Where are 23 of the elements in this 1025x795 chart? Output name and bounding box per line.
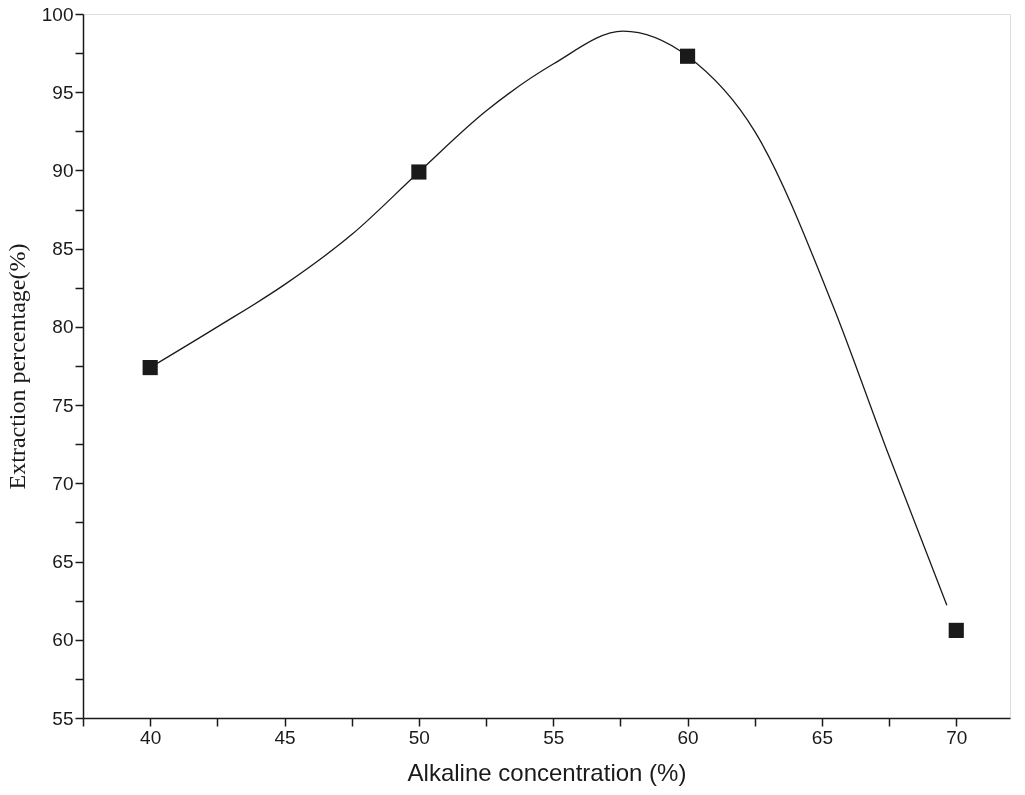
y-axis-title: Extraction percentage(%) [3, 243, 30, 490]
y-tick-label: 75 [52, 394, 74, 416]
y-tick-label: 80 [52, 316, 74, 338]
y-tick-label: 90 [52, 159, 74, 181]
y-tick-label: 85 [52, 238, 74, 260]
x-tick-label: 40 [140, 726, 162, 748]
point [411, 164, 427, 180]
y-tick-label: 65 [52, 551, 74, 573]
x-tick-label: 60 [677, 726, 699, 748]
x-tick-label: 50 [408, 726, 430, 748]
x-tick-label: 55 [543, 726, 565, 748]
y-tick-label: 70 [52, 472, 74, 494]
x-axis-title: Alkaline concentration (%) [407, 758, 687, 786]
x-tick-label: 45 [274, 726, 296, 748]
y-tick-label: 95 [52, 81, 74, 103]
point [679, 48, 696, 64]
x-tick-label: 65 [811, 726, 833, 748]
y-tick-label: 60 [52, 629, 74, 651]
y-tick-label: 100 [41, 3, 74, 25]
y-tick-label: 55 [52, 707, 74, 729]
x-tick-label: 70 [946, 726, 968, 748]
point [948, 622, 964, 638]
point [142, 359, 158, 376]
